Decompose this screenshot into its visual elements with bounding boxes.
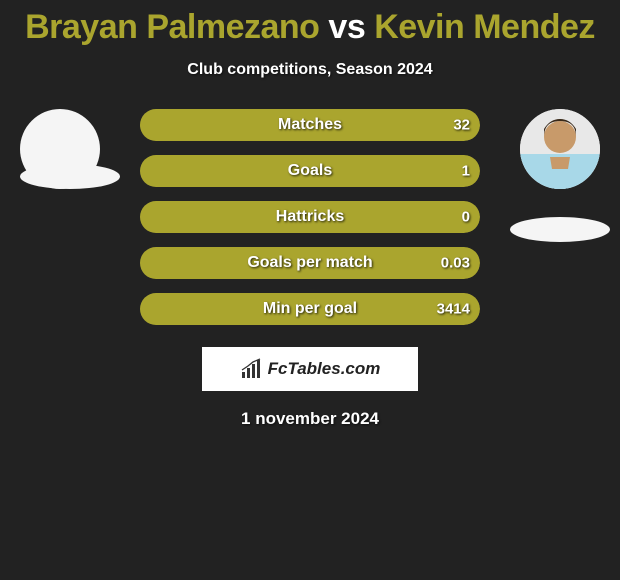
stat-bar-row: Goals per match 0.03	[140, 247, 480, 279]
stat-bar-row: Matches 32	[140, 109, 480, 141]
bar-label: Min per goal	[263, 300, 357, 318]
stat-bar-row: Hattricks 0	[140, 201, 480, 233]
bar-value-right: 3414	[437, 301, 470, 318]
logo-box: FcTables.com	[202, 347, 418, 391]
bar-value-right: 0.03	[441, 255, 470, 272]
vs-text: vs	[328, 8, 365, 46]
bar-value-right: 1	[462, 163, 470, 180]
stats-area: Matches 32 Goals 1 Hattricks 0 Goals per match…	[0, 109, 620, 329]
player2-shadow-ellipse	[510, 217, 610, 242]
page-title: Brayan Palmezano vs Kevin Mendez	[0, 0, 620, 47]
bar-label: Goals per match	[247, 254, 372, 272]
bar-value-right: 32	[453, 117, 470, 134]
player1-name: Brayan Palmezano	[25, 8, 319, 46]
player2-photo-icon	[520, 109, 600, 189]
bar-label: Hattricks	[276, 208, 344, 226]
comparison-infographic: Brayan Palmezano vs Kevin Mendez Club co…	[0, 0, 620, 580]
bar-label: Goals	[288, 162, 332, 180]
bar-value-right: 0	[462, 209, 470, 226]
player2-avatar	[520, 109, 600, 189]
player1-shadow-ellipse	[20, 164, 120, 189]
chart-icon	[240, 358, 262, 380]
stat-bar-row: Goals 1	[140, 155, 480, 187]
bar-label: Matches	[278, 116, 342, 134]
logo-text: FcTables.com	[268, 359, 381, 379]
player2-name: Kevin Mendez	[374, 8, 595, 46]
subtitle: Club competitions, Season 2024	[0, 61, 620, 79]
stat-bars: Matches 32 Goals 1 Hattricks 0 Goals per match…	[140, 109, 480, 339]
stat-bar-row: Min per goal 3414	[140, 293, 480, 325]
date-label: 1 november 2024	[0, 409, 620, 429]
